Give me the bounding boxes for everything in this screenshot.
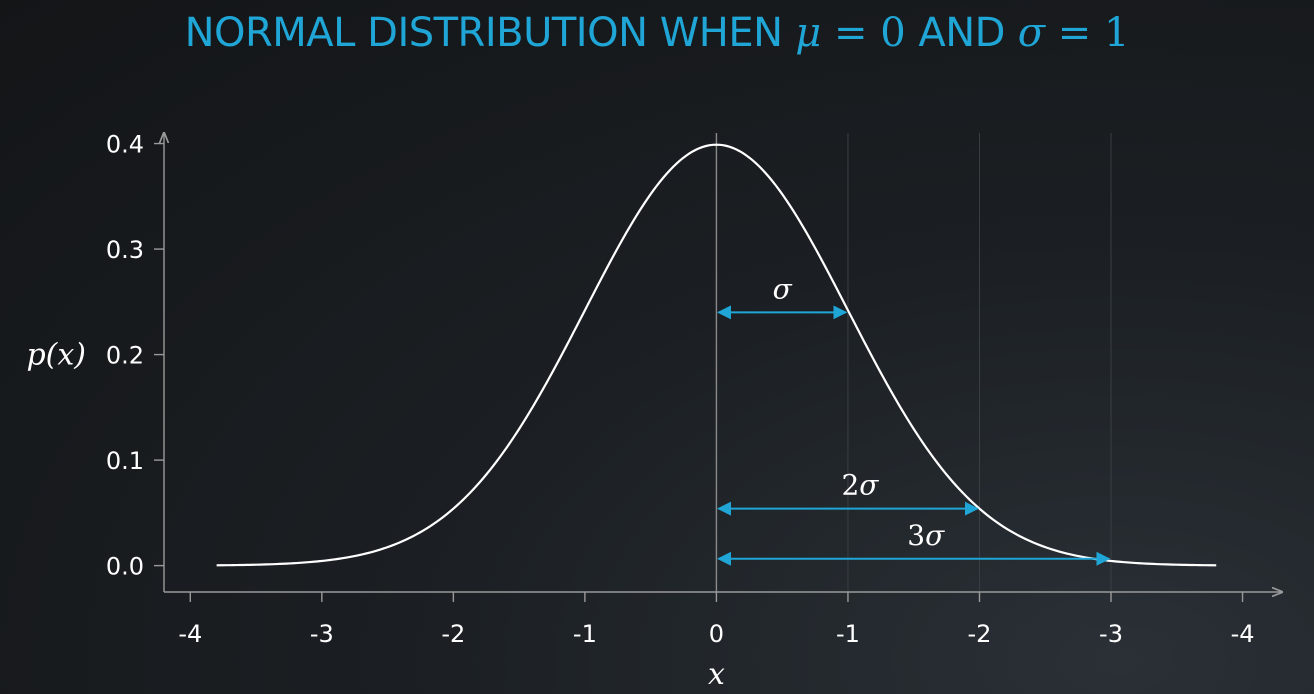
y-tick-label: 0.0 — [106, 553, 144, 581]
title-sigma-symbol: σ — [1017, 10, 1046, 56]
x-axis-label: x — [708, 657, 725, 692]
x-tick-label: -2 — [441, 620, 465, 648]
sigma-multiplier: 3 — [907, 519, 925, 552]
pdf-curve-line — [216, 143, 1217, 567]
curve-layer — [216, 143, 1217, 567]
axes-layer — [164, 133, 1282, 592]
y-tick-label: 0.3 — [106, 236, 144, 264]
x-tick-label: -1 — [836, 620, 860, 648]
x-tick-label: -3 — [1099, 620, 1123, 648]
y-axis-label: p(x) — [26, 338, 86, 373]
title-mu-symbol: μ — [795, 10, 822, 56]
x-tick-label: -1 — [573, 620, 597, 648]
title-sigma-equals: = 1 — [1045, 10, 1130, 56]
y-tick-label: 0.1 — [106, 447, 144, 475]
x-tick-label: -3 — [310, 620, 334, 648]
title-sigma-expression: σ = 1 — [1018, 10, 1130, 56]
ticks-layer: -4 -3 -2 -1 0 -1 -2 -3 -4 0.0 0.1 0.2 0.3 0.4 — [106, 131, 1255, 648]
title-mu-expression: μ = 0 — [795, 10, 905, 56]
grid-layer — [715, 133, 1112, 592]
y-tick-label: 0.2 — [106, 342, 144, 370]
x-tick-label: -2 — [968, 620, 992, 648]
y-tick-label: 0.4 — [106, 131, 144, 159]
sigma-label-2: 2σ — [841, 469, 879, 502]
x-tick-label: 0 — [709, 620, 724, 648]
sigma-symbol: σ — [925, 519, 945, 552]
sigma-multiplier: 2 — [841, 469, 859, 502]
sigma-label-1: σ — [773, 272, 793, 305]
sigma-symbol: σ — [773, 272, 793, 305]
axis-label-layer: x p(x) — [26, 338, 724, 692]
title-mu-equals: = 0 — [821, 10, 906, 56]
sigma-label-3: 3σ — [907, 519, 945, 552]
chart-title: NORMAL DISTRIBUTION WHEN μ = 0 AND σ = 1 — [0, 10, 1314, 56]
title-text-part1: NORMAL DISTRIBUTION WHEN — [184, 10, 783, 56]
x-tick-label: -4 — [178, 620, 202, 648]
sigma-symbol: σ — [859, 469, 879, 502]
title-text-part2: AND — [918, 10, 1005, 56]
x-tick-label: -4 — [1231, 620, 1255, 648]
